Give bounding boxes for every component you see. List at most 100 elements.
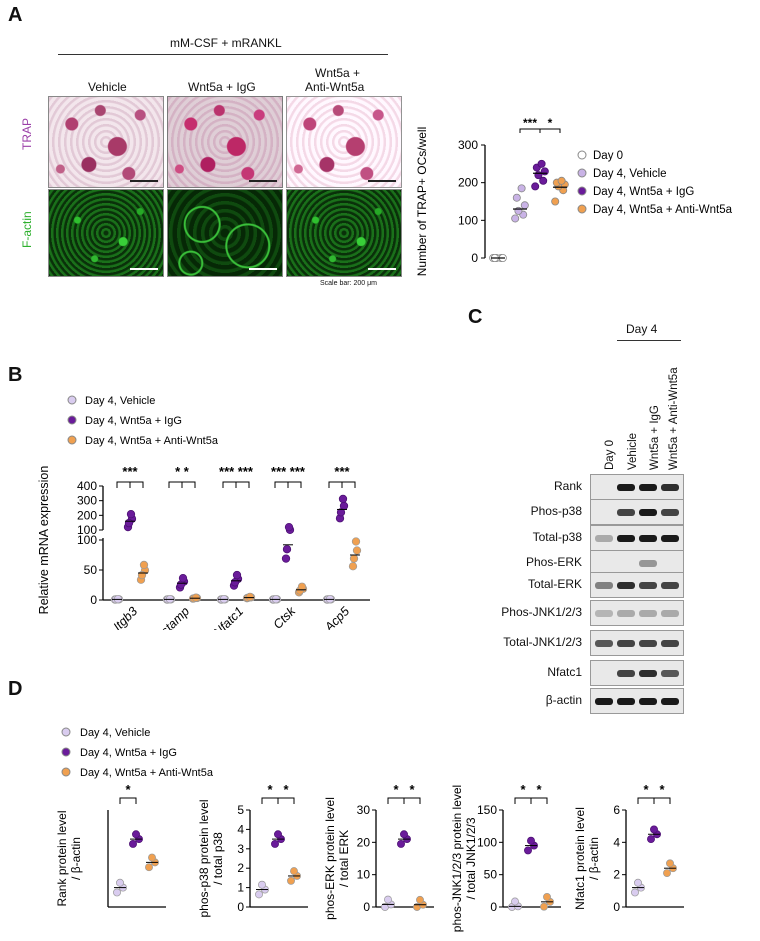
- sig-label: *: [643, 782, 649, 797]
- scale-bar: [368, 268, 396, 270]
- sig-bracket: [341, 481, 356, 488]
- y-tick-label: 300: [77, 494, 97, 508]
- blot-label: Rank: [553, 479, 582, 493]
- y-tick-label: 4: [613, 835, 620, 849]
- scale-bar: [130, 180, 158, 182]
- data-point: [512, 193, 521, 202]
- data-point: [336, 508, 346, 517]
- data-point: [282, 545, 292, 554]
- y-tick-label: 50: [84, 563, 98, 577]
- blot-band: [639, 640, 657, 647]
- y-axis-label-line: / total p38: [211, 832, 225, 885]
- data-point: [287, 876, 295, 885]
- data-point: [349, 554, 359, 563]
- data-point: [520, 201, 529, 210]
- micrograph-factin-vehicle: [48, 189, 164, 277]
- y-tick-label: 100: [77, 523, 97, 537]
- blot-strip: [590, 688, 684, 714]
- data-point: [129, 839, 137, 848]
- legend-marker: [577, 204, 587, 214]
- blot-band: [639, 670, 657, 677]
- y-tick-label: 6: [613, 803, 620, 817]
- sig-bracket: [637, 797, 655, 804]
- blot-band: [661, 509, 679, 516]
- sig-label: ***: [122, 464, 138, 479]
- scale-bar: [249, 180, 277, 182]
- legend-label: Day 4, Vehicle: [80, 727, 150, 739]
- blot-band: [661, 640, 679, 647]
- data-point: [178, 574, 188, 583]
- y-tick-label: 200: [458, 176, 478, 190]
- sig-label: *: [125, 782, 131, 797]
- sig-label: * *: [175, 464, 190, 479]
- y-tick-label: 2: [613, 868, 620, 882]
- blot-label: Nfatc1: [547, 665, 582, 679]
- blot-band: [639, 560, 657, 567]
- sig-label: *** ***: [271, 464, 306, 479]
- y-tick-label: 2: [237, 861, 244, 875]
- blot-band: [595, 535, 613, 542]
- row-label-trap: TRAP: [20, 117, 34, 150]
- blot-band: [595, 640, 613, 647]
- legend-marker: [577, 168, 587, 178]
- data-point: [634, 878, 642, 887]
- blot-band: [617, 698, 635, 705]
- sig-label: *: [659, 782, 665, 797]
- data-point: [514, 206, 523, 215]
- x-tick-label: Acp5: [321, 604, 352, 630]
- blot-band: [595, 582, 613, 589]
- data-point: [351, 537, 361, 546]
- y-tick-label: 0: [237, 900, 244, 914]
- legend-marker: [67, 415, 77, 425]
- blot-band: [617, 582, 635, 589]
- y-tick-label: 150: [477, 803, 497, 817]
- sig-bracket: [116, 481, 131, 488]
- data-point: [245, 592, 255, 602]
- sig-bracket: [287, 481, 302, 488]
- legend-label: Day 4, Vehicle: [593, 168, 667, 180]
- y-axis-label-line: / total JNK1/2/3: [464, 817, 478, 899]
- blot-band: [639, 582, 657, 589]
- sig-label: ***: [334, 464, 350, 479]
- panel-c-header: Day 4: [626, 322, 658, 336]
- data-point: [148, 853, 156, 862]
- data-point: [537, 159, 546, 168]
- data-point: [113, 888, 121, 897]
- lane-label: Vehicle: [627, 432, 639, 470]
- legend-marker: [61, 747, 71, 757]
- legend-marker: [577, 186, 587, 196]
- sig-label: ***: [523, 116, 537, 130]
- sig-bracket: [328, 481, 343, 488]
- sig-bracket: [530, 797, 548, 804]
- sig-bracket: [168, 481, 183, 488]
- legend-label: Day 4, Wnt5a + IgG: [80, 747, 177, 759]
- blot-band: [661, 698, 679, 705]
- x-tick-label: Nfatc1: [211, 604, 246, 630]
- blot-band: [661, 670, 679, 677]
- data-point: [132, 830, 140, 839]
- blot-label: Total-p38: [532, 530, 582, 544]
- data-point: [145, 863, 153, 872]
- scale-bar: [130, 268, 158, 270]
- panel-a-header: mM-CSF + mRANKL: [170, 36, 282, 50]
- sig-label: *** ***: [219, 464, 254, 479]
- legend-label: Day 4, Wnt5a + Anti-Wnt5a: [85, 435, 219, 447]
- blot-band: [617, 640, 635, 647]
- micrograph-trap-anti-wnt5a: [286, 96, 402, 188]
- y-tick-label: 3: [237, 842, 244, 856]
- y-axis-label: phos-ERK protein level/ total ERK: [323, 797, 351, 920]
- y-axis-label-line: Nfatc1 protein level: [573, 807, 587, 910]
- scale-bar: [368, 180, 396, 182]
- sig-label: *: [283, 782, 289, 797]
- sig-bracket: [235, 481, 250, 488]
- y-tick-label: 5: [237, 803, 244, 817]
- y-tick-label: 200: [77, 508, 97, 522]
- data-point: [543, 893, 551, 901]
- sig-bracket: [129, 481, 144, 488]
- sig-label: *: [536, 782, 542, 797]
- data-point: [384, 895, 392, 904]
- blot-label: Total-ERK: [527, 577, 582, 591]
- data-point: [338, 494, 348, 504]
- legend-marker: [67, 395, 77, 405]
- y-tick-label: 100: [77, 533, 97, 547]
